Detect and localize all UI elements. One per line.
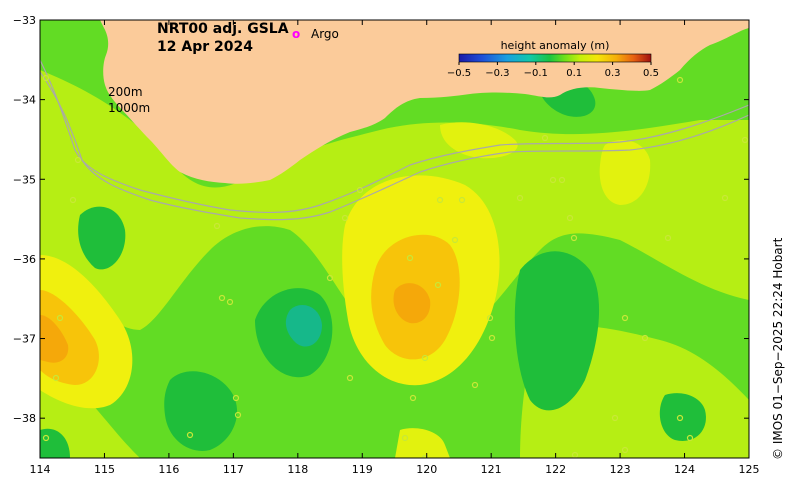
- colorbar-gradient: [458, 53, 652, 63]
- colorbar-tick-label: −0.3: [485, 68, 509, 79]
- x-tick-label: 120: [416, 463, 437, 476]
- colorbar-tick-label: 0.5: [643, 68, 659, 79]
- colorbar-title: height anomaly (m): [501, 39, 610, 52]
- x-tick-label: 119: [352, 463, 373, 476]
- plot-frame: [39, 19, 750, 459]
- sla-field: [40, 20, 749, 458]
- x-tick-label: 116: [158, 463, 179, 476]
- colorbar: height anomaly (m) −0.5 −0.3 −0.1 0.1 0.3 0.5: [447, 39, 659, 79]
- colorbar-tick-label: −0.5: [447, 68, 471, 79]
- x-tick-label: 118: [287, 463, 308, 476]
- colorbar-tick-label: 0.3: [605, 68, 621, 79]
- argo-legend-label: Argo: [311, 27, 339, 41]
- x-tick-label: 123: [610, 463, 631, 476]
- y-tick-label: −36: [13, 253, 36, 266]
- map-date: 12 Apr 2024: [157, 39, 253, 55]
- x-tick-label: 115: [94, 463, 115, 476]
- argo-float-markers: [42, 74, 749, 458]
- x-tick-label: 121: [481, 463, 502, 476]
- x-tick-label: 122: [545, 463, 566, 476]
- isobath-200m-line: [40, 59, 749, 214]
- credit-text: © IMOS 01−Sep−2025 22:24 Hobart: [771, 237, 785, 460]
- x-axis: 114 115 116 117 118 119 120 121 122 123 124 125: [30, 20, 760, 476]
- y-tick-label: −38: [13, 412, 36, 425]
- x-tick-label: 124: [674, 463, 695, 476]
- y-tick-label: −37: [13, 333, 36, 346]
- isobath-1000m-line: [40, 71, 749, 221]
- isobath-1000-label: 1000m: [108, 101, 150, 115]
- x-tick-label: 117: [223, 463, 244, 476]
- y-tick-label: −35: [13, 173, 36, 186]
- product-title: NRT00 adj. GSLA: [157, 21, 289, 37]
- x-tick-label: 114: [30, 463, 51, 476]
- colorbar-ticks: −0.5 −0.3 −0.1 0.1 0.3 0.5: [447, 62, 659, 79]
- isobath-200-label: 200m: [108, 85, 143, 99]
- x-tick-label: 125: [739, 463, 760, 476]
- colorbar-tick-label: 0.1: [566, 68, 582, 79]
- colorbar-tick-label: −0.1: [524, 68, 548, 79]
- y-axis: −33 −34 −35 −36 −37 −38: [13, 14, 749, 425]
- argo-legend-marker: o: [292, 27, 300, 41]
- y-tick-label: −33: [13, 14, 36, 27]
- y-tick-label: −34: [13, 94, 36, 107]
